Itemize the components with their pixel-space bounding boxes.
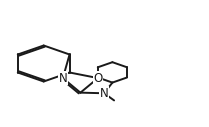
Text: N: N xyxy=(100,87,108,100)
Text: N: N xyxy=(59,72,67,85)
Text: O: O xyxy=(93,72,103,85)
